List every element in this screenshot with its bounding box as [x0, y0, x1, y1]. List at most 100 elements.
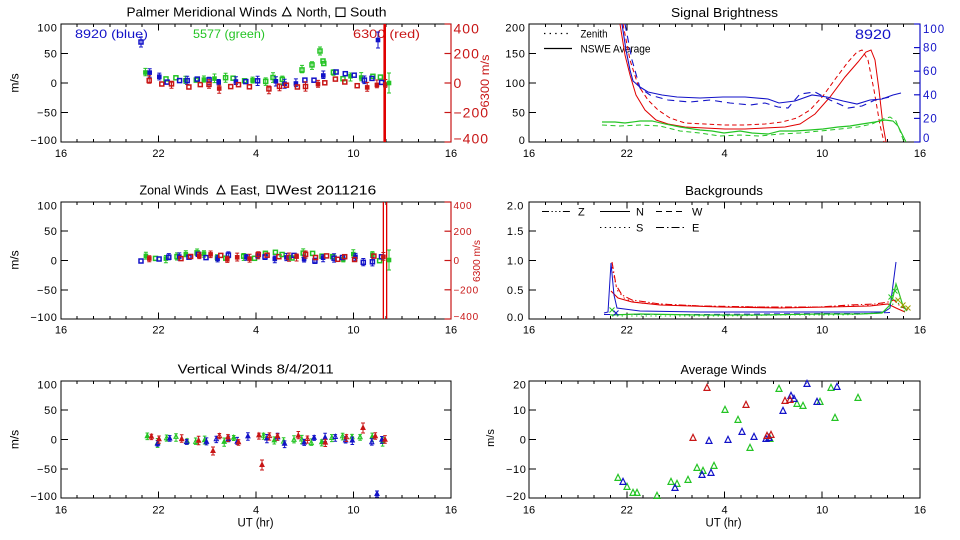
svg-text:8920 (blue): 8920 (blue): [75, 27, 148, 41]
svg-text:200: 200: [454, 227, 473, 238]
svg-text:40: 40: [923, 90, 938, 102]
svg-text:UT (hr): UT (hr): [238, 518, 274, 530]
svg-text:0: 0: [51, 256, 58, 268]
svg-text:−100: −100: [30, 312, 57, 324]
svg-text:200: 200: [454, 46, 480, 62]
svg-text:16: 16: [523, 325, 535, 337]
svg-text:South: South: [350, 6, 387, 20]
svg-text:0: 0: [454, 256, 460, 267]
svg-text:22: 22: [152, 148, 164, 160]
svg-text:80: 80: [923, 43, 938, 55]
svg-text:10: 10: [816, 325, 828, 337]
svg-text:m/s: m/s: [8, 250, 22, 269]
svg-text:Zenith: Zenith: [581, 29, 608, 41]
svg-text:6300 m/s: 6300 m/s: [472, 240, 483, 282]
svg-text:0: 0: [51, 78, 58, 90]
svg-text:0.5: 0.5: [507, 285, 524, 297]
svg-text:16: 16: [55, 325, 67, 337]
svg-text:Vertical Winds 8/4/2011: Vertical Winds 8/4/2011: [178, 363, 334, 377]
svg-text:50: 50: [512, 108, 525, 120]
svg-text:16: 16: [914, 325, 926, 337]
svg-text:W: W: [692, 207, 703, 219]
svg-text:50: 50: [44, 49, 57, 61]
svg-text:16: 16: [445, 505, 457, 517]
svg-text:10: 10: [347, 325, 359, 337]
svg-text:200: 200: [505, 23, 525, 35]
svg-text:−400: −400: [454, 131, 490, 147]
svg-text:N: N: [636, 207, 644, 219]
svg-text:Z: Z: [578, 207, 585, 219]
svg-text:16: 16: [445, 148, 457, 160]
svg-text:16: 16: [523, 505, 535, 517]
svg-text:100: 100: [37, 380, 57, 392]
svg-text:−100: −100: [30, 491, 57, 503]
svg-text:Average Winds: Average Winds: [681, 363, 767, 377]
svg-text:0: 0: [454, 75, 463, 91]
svg-text:4: 4: [721, 325, 727, 337]
svg-text:2.0: 2.0: [507, 201, 524, 213]
svg-text:50: 50: [44, 226, 57, 238]
svg-text:Backgrounds: Backgrounds: [685, 184, 763, 198]
svg-text:16: 16: [523, 148, 535, 160]
svg-text:22: 22: [152, 505, 164, 517]
svg-text:22: 22: [621, 505, 633, 517]
svg-text:−50: −50: [37, 285, 57, 297]
svg-text:22: 22: [152, 325, 164, 337]
svg-text:Signal Brightness: Signal Brightness: [671, 6, 778, 20]
svg-text:S: S: [636, 223, 643, 235]
svg-text:16: 16: [914, 148, 926, 160]
svg-text:10: 10: [347, 505, 359, 517]
svg-text:4: 4: [253, 148, 259, 160]
svg-text:m/s: m/s: [8, 430, 22, 449]
svg-text:East,: East,: [230, 184, 260, 198]
svg-text:E: E: [692, 223, 699, 235]
svg-text:20: 20: [513, 380, 526, 392]
svg-text:100: 100: [505, 78, 525, 90]
svg-text:m/s: m/s: [485, 429, 497, 447]
svg-text:22: 22: [621, 148, 633, 160]
svg-text:16: 16: [914, 505, 926, 517]
svg-text:8920: 8920: [855, 26, 891, 42]
svg-text:4: 4: [721, 148, 727, 160]
svg-text:0.0: 0.0: [507, 312, 524, 324]
svg-text:4: 4: [253, 505, 259, 517]
svg-text:−100: −100: [30, 135, 57, 147]
svg-text:UT (hr): UT (hr): [706, 518, 742, 530]
svg-text:6300 (red): 6300 (red): [353, 27, 420, 41]
svg-text:0: 0: [520, 435, 527, 447]
svg-text:1.0: 1.0: [507, 256, 524, 268]
svg-text:400: 400: [454, 21, 480, 37]
svg-text:1.5: 1.5: [507, 226, 524, 238]
svg-text:20: 20: [923, 113, 938, 125]
svg-text:6300 m/s: 6300 m/s: [478, 55, 492, 108]
svg-text:100: 100: [923, 24, 945, 36]
svg-text:−10: −10: [506, 464, 526, 476]
svg-text:10: 10: [347, 148, 359, 160]
svg-text:150: 150: [505, 49, 525, 61]
svg-text:60: 60: [923, 66, 938, 78]
svg-text:−200: −200: [454, 105, 490, 121]
svg-text:4: 4: [721, 505, 727, 517]
svg-text:16: 16: [55, 148, 67, 160]
svg-text:10: 10: [816, 505, 828, 517]
svg-text:100: 100: [37, 23, 57, 35]
svg-text:4: 4: [253, 325, 259, 337]
svg-text:0: 0: [51, 435, 58, 447]
svg-text:0: 0: [923, 133, 930, 145]
svg-text:m/s: m/s: [8, 73, 22, 92]
svg-text:5577 (green): 5577 (green): [193, 27, 265, 41]
svg-text:−50: −50: [37, 108, 57, 120]
svg-text:16: 16: [55, 505, 67, 517]
svg-text:10: 10: [513, 405, 526, 417]
svg-text:−20: −20: [506, 491, 526, 503]
svg-text:50: 50: [44, 405, 57, 417]
svg-text:Zonal Winds: Zonal Winds: [140, 184, 209, 198]
svg-text:North,: North,: [297, 6, 332, 20]
svg-text:NSWE Average: NSWE Average: [581, 44, 651, 56]
svg-text:Palmer Meridional Winds: Palmer Meridional Winds: [127, 6, 278, 20]
svg-text:100: 100: [37, 201, 57, 213]
svg-text:−400: −400: [454, 312, 479, 323]
svg-text:−50: −50: [37, 464, 57, 476]
svg-text:400: 400: [454, 201, 473, 212]
svg-text:−200: −200: [454, 285, 479, 296]
